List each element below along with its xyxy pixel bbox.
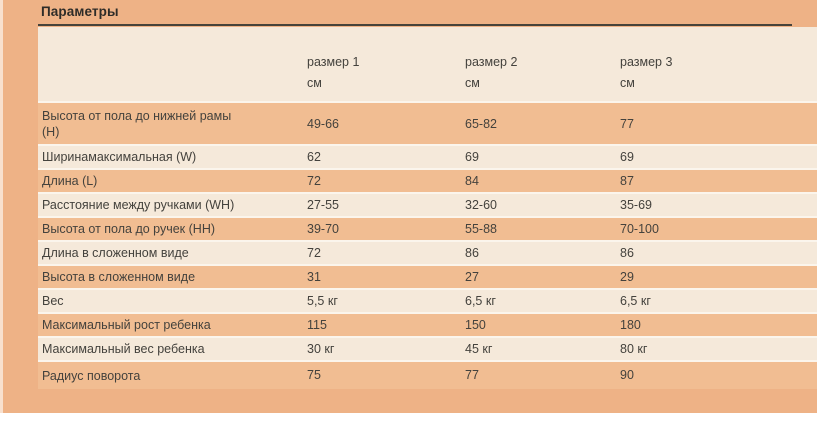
row-value-size-3: 180 [620,318,641,332]
table-row: Высота от пола до нижней рамы (H) 49-66 65… [38,101,817,144]
row-value-size-3: 80 кг [620,342,648,356]
page-title: Параметры [41,4,119,19]
row-value-size-1: 5,5 кг [307,294,338,308]
row-value-size-1: 72 [307,246,321,260]
row-value-size-2: 150 [465,318,486,332]
table-row: Высота от пола до ручек (HH) 39-70 55-88 70… [38,216,817,240]
row-label: Максимальный рост ребенка [42,318,211,332]
row-value-size-3: 35-69 [620,198,652,212]
row-value-size-1: 39-70 [307,222,339,236]
row-value-size-3: 29 [620,270,634,284]
title-underline [38,24,792,26]
table-row: Длина в сложенном виде 72 86 86 [38,240,817,264]
row-label: Максимальный вес ребенка [42,342,205,356]
row-value-size-3: 90 [620,368,634,382]
header-size-column-1: размер 1 см [307,52,465,94]
row-value-size-2: 69 [465,150,479,164]
row-value-size-3: 69 [620,150,634,164]
size-label: размер 3 [620,55,673,69]
row-label: Длина в сложенном виде [42,246,189,260]
unit-label: см [620,76,635,90]
table-row: Вес 5,5 кг 6,5 кг 6,5 кг [38,288,817,312]
table-row: Расстояние между ручками (WH) 27-55 32-60 3… [38,192,817,216]
row-value-size-2: 32-60 [465,198,497,212]
row-value-size-2: 77 [465,368,479,382]
row-label: Вес [42,294,64,308]
row-value-size-3: 87 [620,174,634,188]
row-value-size-2: 65-82 [465,116,497,131]
row-value-size-2: 55-88 [465,222,497,236]
row-value-size-3: 6,5 кг [620,294,651,308]
table-row: Максимальный вес ребенка 30 кг 45 кг 80 кг [38,336,817,360]
row-value-size-1: 31 [307,270,321,284]
table-body: Высота от пола до нижней рамы (H) 49-66 65… [38,101,817,389]
row-value-size-2: 84 [465,174,479,188]
row-label: Высота в сложенном виде [42,270,196,284]
row-value-size-3: 70-100 [620,222,659,236]
table-row: Ширинамаксимальная (W) 62 69 69 [38,144,817,168]
row-label: Длина (L) [42,174,98,188]
row-value-size-3: 77 [620,116,634,131]
row-value-size-2: 6,5 кг [465,294,496,308]
row-value-size-2: 86 [465,246,479,260]
size-label: размер 1 [307,55,360,69]
row-value-size-2: 45 кг [465,342,493,356]
table-header-row: размер 1 см размер 2 см размер 3 см [38,27,817,101]
row-label: Ширинамаксимальная (W) [42,150,197,164]
left-edge-highlight [0,0,3,413]
header-empty-cell [38,52,307,94]
row-label: Высота от пола до нижней рамы (H) [42,108,232,139]
row-value-size-1: 30 кг [307,342,335,356]
unit-label: см [307,76,322,90]
row-label: Высота от пола до ручек (HH) [42,222,216,236]
row-label: Расстояние между ручками (WH) [42,198,235,212]
row-label: Радиус поворота [42,369,141,383]
row-value-size-1: 27-55 [307,198,339,212]
table-row: Высота в сложенном виде 31 27 29 [38,264,817,288]
table-row: Длина (L) 72 84 87 [38,168,817,192]
unit-label: см [465,76,480,90]
row-value-size-1: 62 [307,150,321,164]
row-value-size-1: 75 [307,368,321,382]
row-value-size-2: 27 [465,270,479,284]
row-value-size-1: 72 [307,174,321,188]
row-value-size-1: 115 [307,318,327,332]
row-value-size-1: 49-66 [307,116,339,131]
header-size-column-2: размер 2 см [465,52,620,94]
size-label: размер 2 [465,55,518,69]
row-value-size-3: 86 [620,246,634,260]
table-row: Радиус поворота 75 77 90 [38,360,817,389]
header-size-column-3: размер 3 см [620,52,817,94]
table-row: Максимальный рост ребенка 115 150 180 [38,312,817,336]
parameters-table: размер 1 см размер 2 см размер 3 см Высота от… [38,27,817,389]
